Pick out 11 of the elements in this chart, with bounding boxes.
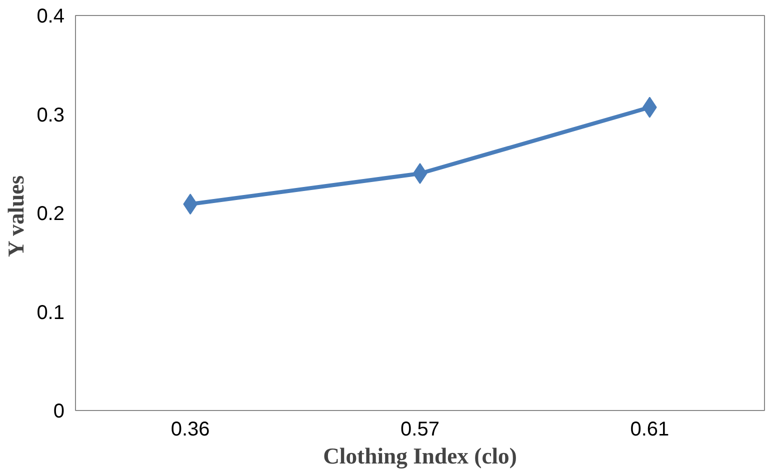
y-axis-title: Y values	[4, 175, 29, 258]
y-tick-label: 0.2	[36, 203, 65, 225]
y-tick-label: 0.1	[36, 302, 65, 324]
x-tick-label: 0.36	[170, 418, 210, 440]
y-tick-label: 0.4	[36, 6, 65, 28]
y-tick-label: 0.3	[36, 104, 65, 126]
x-axis-title: Clothing Index (clo)	[323, 444, 517, 468]
y-tick-label: 0	[53, 400, 64, 422]
x-tick-label: 0.61	[630, 418, 670, 440]
point	[412, 163, 428, 184]
x-tick-label: 0.57	[400, 418, 440, 440]
